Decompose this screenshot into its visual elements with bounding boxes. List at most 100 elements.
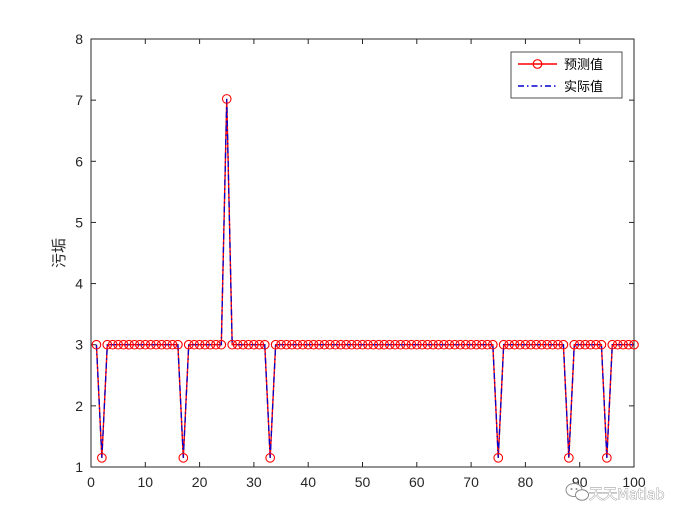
data-point-predicted <box>308 339 319 350</box>
data-point-predicted <box>314 339 324 350</box>
data-point-predicted <box>585 339 596 350</box>
data-point-predicted <box>178 452 189 463</box>
data-point-predicted <box>265 452 276 463</box>
data-point-predicted <box>455 339 466 350</box>
data-point-predicted <box>341 339 352 350</box>
data-point-predicted <box>563 452 574 463</box>
x-tick-labels: 0 10 20 30 40 50 60 70 80 90 100 <box>87 474 646 490</box>
data-point-predicted <box>466 339 476 350</box>
watermark-text: 天天Matlab <box>589 487 665 503</box>
data-point-predicted <box>368 339 379 350</box>
legend-label-actual: 实际值 <box>564 79 603 95</box>
data-point-predicted <box>384 339 395 350</box>
data-point-predicted <box>444 339 455 350</box>
data-point-predicted <box>439 339 449 350</box>
data-point-predicted <box>536 339 547 350</box>
data-point-predicted <box>173 339 183 350</box>
data-point-predicted <box>162 339 172 350</box>
data-point-predicted <box>428 339 438 350</box>
data-point-predicted <box>569 339 580 350</box>
data-point-predicted <box>607 339 618 350</box>
data-point-predicted <box>118 339 129 350</box>
data-point-predicted <box>580 339 590 350</box>
data-point-predicted <box>558 339 569 350</box>
x-tick-label: 70 <box>463 474 479 490</box>
data-point-predicted <box>422 339 433 350</box>
data-point-predicted <box>401 339 411 350</box>
data-point-predicted <box>335 339 346 350</box>
data-point-predicted <box>352 339 362 350</box>
data-point-predicted <box>487 339 498 350</box>
y-tick-label: 7 <box>75 92 83 108</box>
data-point-predicted <box>254 339 265 350</box>
y-tick-label: 3 <box>75 337 83 353</box>
data-point-predicted <box>493 452 504 463</box>
data-point-predicted <box>373 339 384 350</box>
data-point-predicted <box>618 339 628 350</box>
data-point-predicted <box>482 339 493 350</box>
data-point-predicted <box>515 339 525 350</box>
data-point-predicted <box>547 339 558 350</box>
y-tick-label: 8 <box>75 31 83 47</box>
data-point-predicted <box>107 339 118 350</box>
watermark: 天天Matlab <box>565 483 665 503</box>
plot-area <box>90 38 635 468</box>
data-point-predicted <box>238 339 248 350</box>
data-point-predicted <box>140 339 151 350</box>
data-point-predicted <box>542 339 552 350</box>
data-point-predicted <box>325 339 335 350</box>
data-point-predicted <box>270 339 281 350</box>
data-point-predicted <box>379 339 390 350</box>
y-tick-labels: 1 2 3 4 5 6 7 8 <box>75 31 83 475</box>
data-point-predicted <box>151 339 162 350</box>
x-tick-label: 80 <box>518 474 534 490</box>
data-point-predicted <box>498 339 509 350</box>
y-tick-label: 6 <box>75 153 83 169</box>
x-tick-label: 60 <box>409 474 425 490</box>
legend: 预测值 实际值 <box>510 51 623 99</box>
data-point-predicted <box>449 339 460 350</box>
data-point-predicted <box>601 452 612 463</box>
data-point-predicted <box>194 339 205 350</box>
data-point-predicted <box>145 339 156 350</box>
x-tick-label: 30 <box>246 474 262 490</box>
data-point-predicted <box>417 339 428 350</box>
x-tick-label: 10 <box>138 474 154 490</box>
data-point-predicted <box>113 339 123 350</box>
y-tick-label: 4 <box>75 276 83 292</box>
data-point-predicted <box>591 339 601 350</box>
y-axis-label: 污垢 <box>50 238 68 268</box>
data-point-predicted <box>221 94 232 104</box>
data-point-predicted <box>460 339 471 350</box>
data-point-predicted <box>227 339 238 350</box>
legend-marker-predicted <box>532 59 543 69</box>
y-tick-label: 5 <box>75 214 83 230</box>
data-point-predicted <box>525 339 536 350</box>
data-point-predicted <box>135 339 145 350</box>
x-tick-label: 20 <box>192 474 208 490</box>
x-tick-label: 0 <box>87 474 95 490</box>
y-tick-label: 1 <box>75 459 83 475</box>
legend-label-predicted: 预测值 <box>564 57 603 73</box>
data-point-predicted <box>623 339 634 350</box>
data-point-predicted <box>281 339 292 350</box>
data-point-predicted <box>211 339 221 350</box>
data-point-predicted <box>292 339 303 350</box>
wechat-logo-icon <box>565 483 589 501</box>
data-point-predicted <box>433 339 444 350</box>
data-point-predicted <box>629 339 639 350</box>
x-tick-label: 100 <box>622 474 646 490</box>
data-point-predicted <box>319 339 330 350</box>
data-point-predicted <box>357 339 368 350</box>
data-point-predicted <box>97 452 107 463</box>
data-point-predicted <box>406 339 417 350</box>
data-point-predicted <box>330 339 341 350</box>
data-point-predicted <box>276 339 286 350</box>
data-point-predicted <box>553 339 563 350</box>
data-point-predicted <box>504 339 514 350</box>
data-point-predicted <box>91 339 102 350</box>
data-point-predicted <box>124 339 134 350</box>
data-point-predicted <box>156 339 167 350</box>
data-point-predicted <box>297 339 308 350</box>
